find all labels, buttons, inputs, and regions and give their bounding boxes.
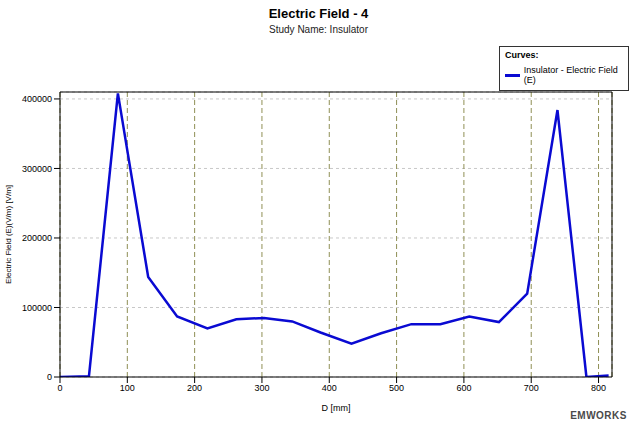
svg-text:Electric Field (E)(V/m) [V/m]: Electric Field (E)(V/m) [V/m]	[8, 185, 13, 284]
svg-text:300: 300	[254, 383, 269, 393]
svg-text:100000: 100000	[22, 303, 52, 313]
svg-text:200000: 200000	[22, 233, 52, 243]
svg-text:600: 600	[456, 383, 471, 393]
svg-text:D [mm]: D [mm]	[322, 403, 351, 413]
svg-text:0: 0	[57, 383, 62, 393]
svg-text:400: 400	[322, 383, 337, 393]
svg-text:500: 500	[389, 383, 404, 393]
svg-text:700: 700	[524, 383, 539, 393]
svg-text:800: 800	[591, 383, 606, 393]
html-text:Study Name: Insulator: Study Name: Insulator	[269, 24, 368, 35]
svg-text:0: 0	[47, 372, 52, 382]
html-text:Insulator - Electric Field (E): Insulator - Electric Field (E)	[523, 65, 618, 85]
svg-text:200: 200	[187, 383, 202, 393]
html-text:Curves:: Curves:	[505, 50, 539, 60]
svg-text:400000: 400000	[22, 94, 52, 104]
svg-text:300000: 300000	[22, 164, 52, 174]
svg-text:100: 100	[120, 383, 135, 393]
html-text:EMWORKS: EMWORKS	[570, 410, 627, 421]
html-text:Electric Field - 4: Electric Field - 4	[268, 6, 369, 21]
